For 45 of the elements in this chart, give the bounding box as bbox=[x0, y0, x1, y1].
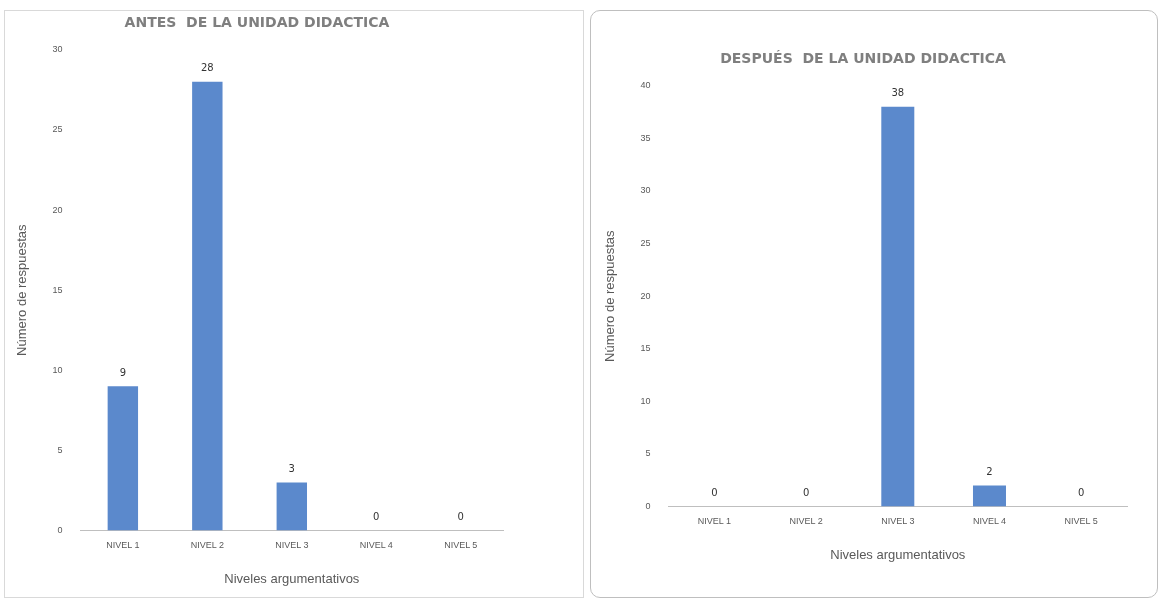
y-tick-label: 30 bbox=[640, 185, 651, 196]
x-tick-label: NIVEL 4 bbox=[972, 516, 1007, 527]
y-tick-label: 15 bbox=[640, 343, 651, 354]
y-tick-label: 15 bbox=[52, 284, 63, 295]
y-tick-label: 10 bbox=[640, 395, 651, 406]
data-label: 0 bbox=[1077, 487, 1085, 499]
y-axis-title: Número de respuestas bbox=[602, 229, 618, 362]
y-tick-label: 0 bbox=[57, 525, 63, 536]
y-tick-label: 20 bbox=[52, 204, 63, 215]
x-tick-label: NIVEL 2 bbox=[789, 516, 823, 527]
chart-title: ANTES DE LA UNIDAD DIDACTICA bbox=[124, 14, 390, 31]
y-axis-title: Número de respuestas bbox=[14, 223, 30, 356]
y-tick-label: 25 bbox=[52, 124, 63, 135]
data-label: 0 bbox=[802, 487, 810, 499]
x-tick-label: NIVEL 4 bbox=[359, 540, 393, 551]
data-label: 3 bbox=[288, 463, 295, 475]
x-tick-label: NIVEL 5 bbox=[444, 540, 478, 551]
y-tick-label: 35 bbox=[640, 132, 651, 143]
bar bbox=[107, 386, 139, 531]
y-tick-label: 10 bbox=[52, 364, 63, 375]
y-tick-label: 40 bbox=[640, 80, 651, 91]
data-label: 28 bbox=[200, 62, 214, 74]
data-label: 9 bbox=[119, 366, 127, 378]
x-tick-label: NIVEL 3 bbox=[275, 540, 309, 551]
x-axis-title: Niveles argumentativos bbox=[830, 546, 966, 562]
x-axis-title: Niveles argumentativos bbox=[224, 570, 360, 586]
bar bbox=[276, 482, 308, 531]
data-label: 0 bbox=[373, 511, 380, 523]
y-tick-label: 0 bbox=[645, 501, 651, 512]
x-tick-label: NIVEL 1 bbox=[106, 540, 140, 551]
y-tick-label: 25 bbox=[640, 238, 651, 249]
data-label: 0 bbox=[711, 487, 718, 499]
y-tick-label: 20 bbox=[640, 290, 651, 301]
x-tick-label: NIVEL 5 bbox=[1064, 516, 1098, 527]
data-label: 2 bbox=[986, 466, 993, 478]
data-label: 38 bbox=[891, 87, 905, 99]
y-tick-label: 5 bbox=[645, 448, 651, 459]
x-tick-label: NIVEL 2 bbox=[190, 540, 224, 551]
chart-title: DESPUÉS DE LA UNIDAD DIDACTICA bbox=[720, 50, 1006, 67]
x-tick-label: NIVEL 1 bbox=[697, 516, 732, 527]
x-tick-label: NIVEL 3 bbox=[881, 516, 915, 527]
bar bbox=[192, 81, 223, 531]
y-tick-label: 5 bbox=[57, 444, 63, 455]
y-tick-label: 30 bbox=[52, 44, 63, 55]
data-label: 0 bbox=[457, 511, 464, 523]
